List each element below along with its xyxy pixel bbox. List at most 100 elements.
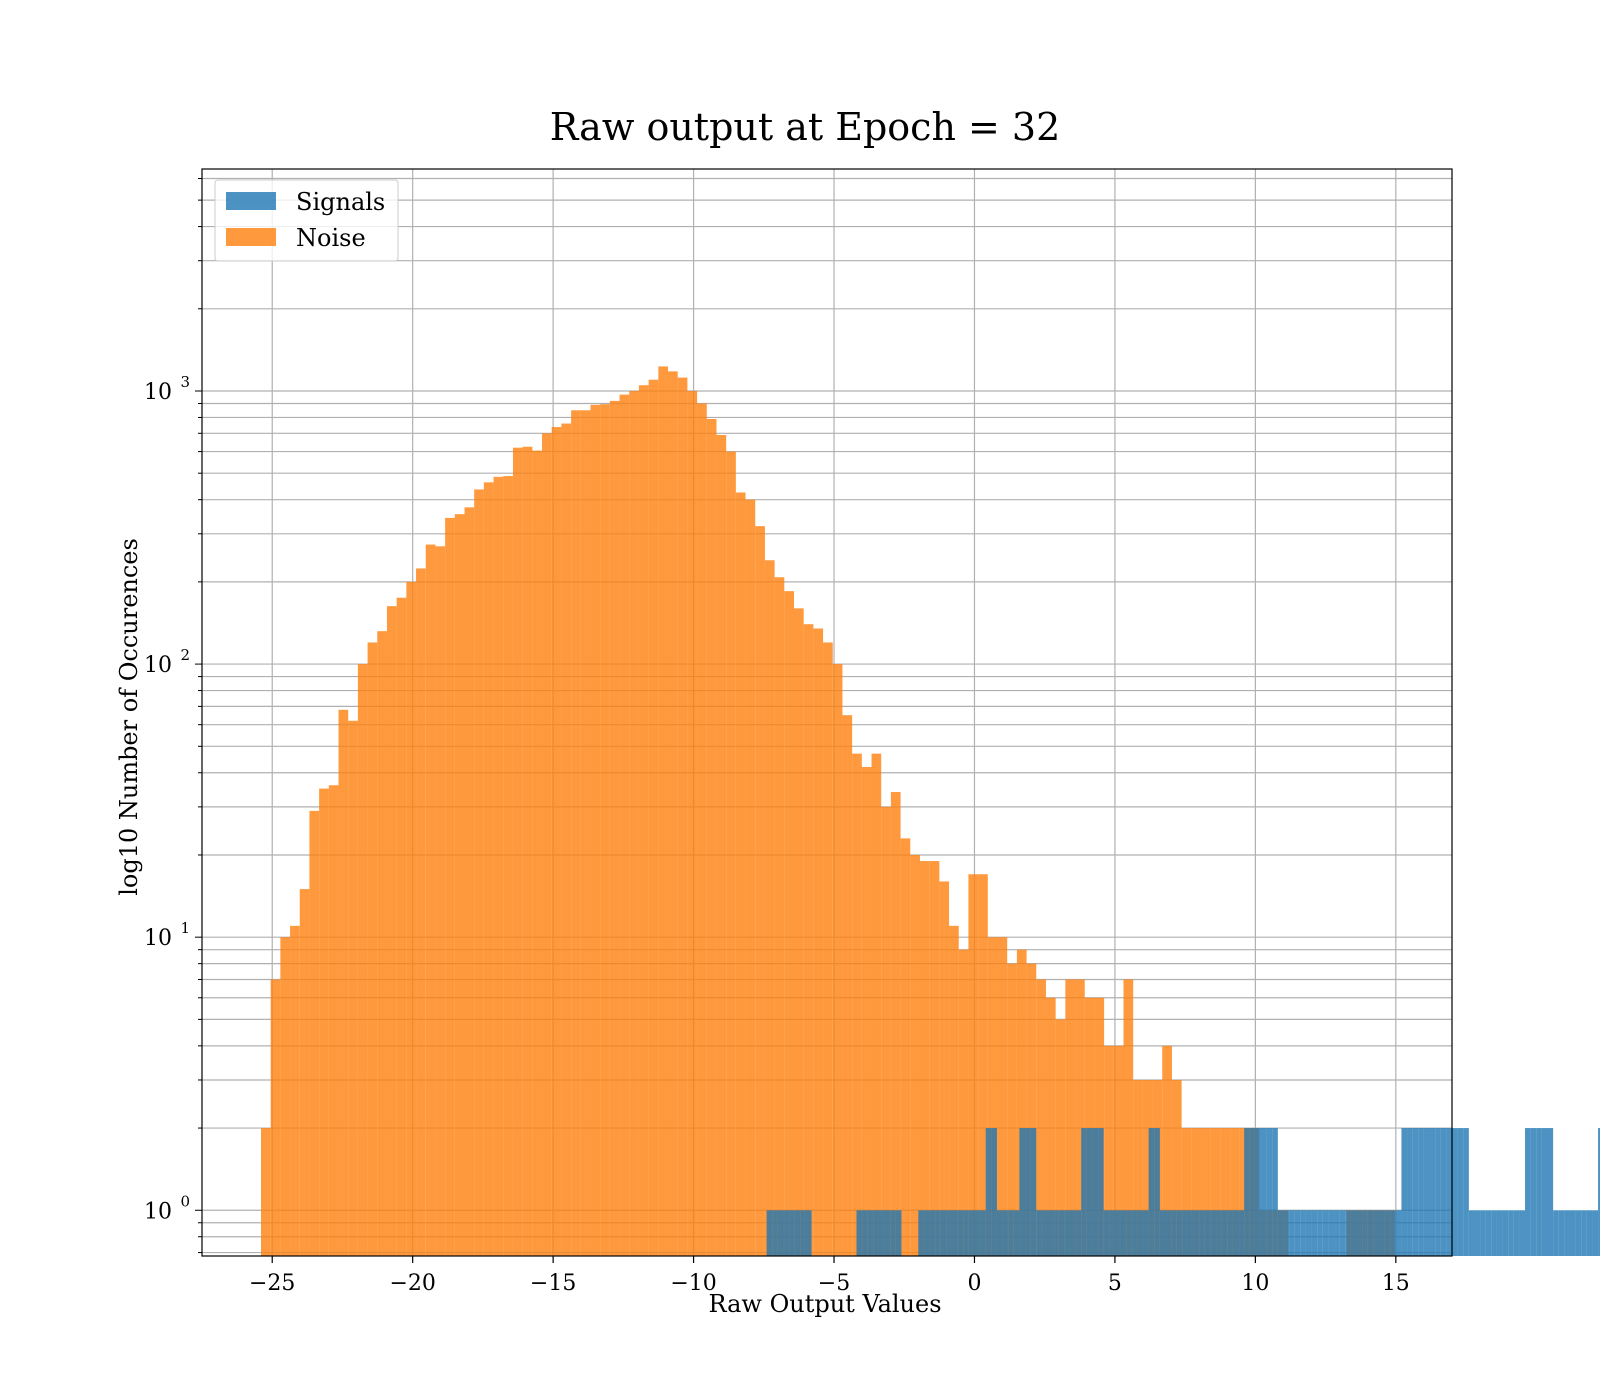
- noise-bar: [716, 435, 727, 1256]
- noise-bar: [483, 482, 494, 1256]
- signals-bar: [1210, 1210, 1217, 1256]
- signals-bar: [918, 1210, 924, 1256]
- signals-bar: [1373, 1210, 1379, 1256]
- signals-bar: [1317, 1210, 1323, 1256]
- signals-bar: [1171, 1210, 1177, 1256]
- signals-bar: [1266, 1128, 1273, 1256]
- signals-bar: [1114, 1210, 1121, 1256]
- signals-bar: [878, 1210, 885, 1256]
- signals-bar: [1586, 1210, 1593, 1256]
- noise-bar: [280, 937, 291, 1256]
- signals-bar: [1474, 1210, 1481, 1256]
- signals-bar: [1120, 1210, 1127, 1256]
- signals-bar: [1030, 1128, 1037, 1256]
- noise-bar: [978, 874, 988, 1256]
- signals-bar: [1592, 1210, 1599, 1256]
- chart-title: Raw output at Epoch = 32: [550, 105, 1061, 149]
- signals-bar: [1401, 1128, 1408, 1256]
- signals-bar: [1025, 1128, 1031, 1256]
- signals-bar: [1395, 1210, 1402, 1256]
- signals-bar: [1569, 1210, 1576, 1256]
- signals-bar: [1244, 1128, 1250, 1256]
- signals-bar: [1457, 1128, 1464, 1256]
- signals-bar: [1232, 1210, 1239, 1256]
- signals-bar: [1019, 1128, 1026, 1256]
- noise-bar: [987, 937, 998, 1256]
- y-tick-label: 10: [144, 1199, 172, 1224]
- signals-bar: [929, 1210, 936, 1256]
- noise-bar: [1045, 997, 1056, 1256]
- noise-bar: [939, 881, 950, 1256]
- signals-bar: [1581, 1210, 1587, 1256]
- signals-bar: [867, 1210, 874, 1256]
- noise-bar: [367, 642, 378, 1256]
- noise-bar: [551, 427, 562, 1256]
- noise-bar: [290, 925, 300, 1256]
- noise-bar: [881, 806, 891, 1256]
- noise-bar: [270, 979, 281, 1256]
- signals-bar: [1423, 1128, 1430, 1256]
- signals-bar: [1137, 1210, 1144, 1256]
- noise-bar: [328, 785, 339, 1256]
- y-tick-label: 10: [144, 926, 172, 951]
- signals-bar: [1390, 1210, 1396, 1256]
- signals-bar: [1328, 1210, 1335, 1256]
- signals-bar: [1350, 1210, 1357, 1256]
- signals-bar: [1418, 1128, 1424, 1256]
- signals-bar: [1238, 1210, 1245, 1256]
- signals-bar: [1008, 1210, 1014, 1256]
- signals-bar: [1013, 1210, 1020, 1256]
- y-tick-exponent: 0: [180, 1192, 190, 1210]
- signals-bar: [985, 1128, 992, 1256]
- x-tick-label: −10: [670, 1271, 716, 1296]
- signals-bar: [1053, 1210, 1059, 1256]
- signals-bar: [974, 1210, 981, 1256]
- y-axis-label: log10 Number of Occurences: [115, 538, 143, 896]
- noise-bar: [386, 606, 397, 1256]
- signals-bar: [1513, 1210, 1520, 1256]
- signals-bar: [1255, 1128, 1261, 1256]
- signals-bar: [952, 1210, 958, 1256]
- signals-bar: [1435, 1128, 1441, 1256]
- signals-bar: [1452, 1128, 1458, 1256]
- noise-bar: [764, 560, 775, 1256]
- noise-series: [260, 366, 1395, 1257]
- x-tick-label: 15: [1382, 1271, 1410, 1296]
- signals-bar: [1496, 1210, 1503, 1256]
- signals-bar: [1384, 1210, 1391, 1256]
- noise-bar: [1181, 1128, 1192, 1256]
- signals-bar: [1041, 1210, 1048, 1256]
- signals-bar: [856, 1210, 863, 1256]
- signals-bar: [991, 1128, 997, 1256]
- noise-bar: [949, 925, 959, 1256]
- noise-bar: [1171, 1079, 1182, 1256]
- noise-bar: [542, 433, 552, 1256]
- axes: [201, 168, 1453, 1257]
- noise-bar: [997, 937, 1008, 1256]
- signals-bar: [1131, 1210, 1138, 1256]
- noise-bar: [1007, 963, 1017, 1256]
- signals-bar: [895, 1210, 902, 1256]
- signals-bar: [766, 1210, 773, 1256]
- signals-bar: [1187, 1210, 1194, 1256]
- signals-bar: [1294, 1210, 1301, 1256]
- noise-bar: [638, 385, 649, 1256]
- signals-bar: [1468, 1210, 1475, 1256]
- signals-bar: [1227, 1210, 1233, 1256]
- noise-bar: [1084, 997, 1095, 1256]
- signals-bar: [1362, 1210, 1368, 1256]
- signals-bar: [1429, 1128, 1436, 1256]
- signals-bar: [1502, 1210, 1509, 1256]
- signals-bar: [957, 1210, 964, 1256]
- noise-bar: [832, 664, 843, 1256]
- signals-bar: [1547, 1128, 1554, 1256]
- signals-bar: [1412, 1128, 1419, 1256]
- noise-bar: [580, 410, 591, 1256]
- noise-bar: [726, 451, 736, 1256]
- signals-bar: [963, 1210, 969, 1256]
- noise-bar: [629, 390, 639, 1257]
- signals-bar: [1126, 1210, 1132, 1256]
- signals-bar: [873, 1210, 879, 1256]
- noise-bar: [416, 568, 426, 1256]
- signals-bar: [1305, 1210, 1312, 1256]
